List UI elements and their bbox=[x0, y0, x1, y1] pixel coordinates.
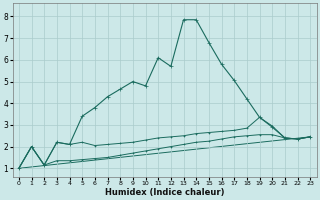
X-axis label: Humidex (Indice chaleur): Humidex (Indice chaleur) bbox=[105, 188, 224, 197]
